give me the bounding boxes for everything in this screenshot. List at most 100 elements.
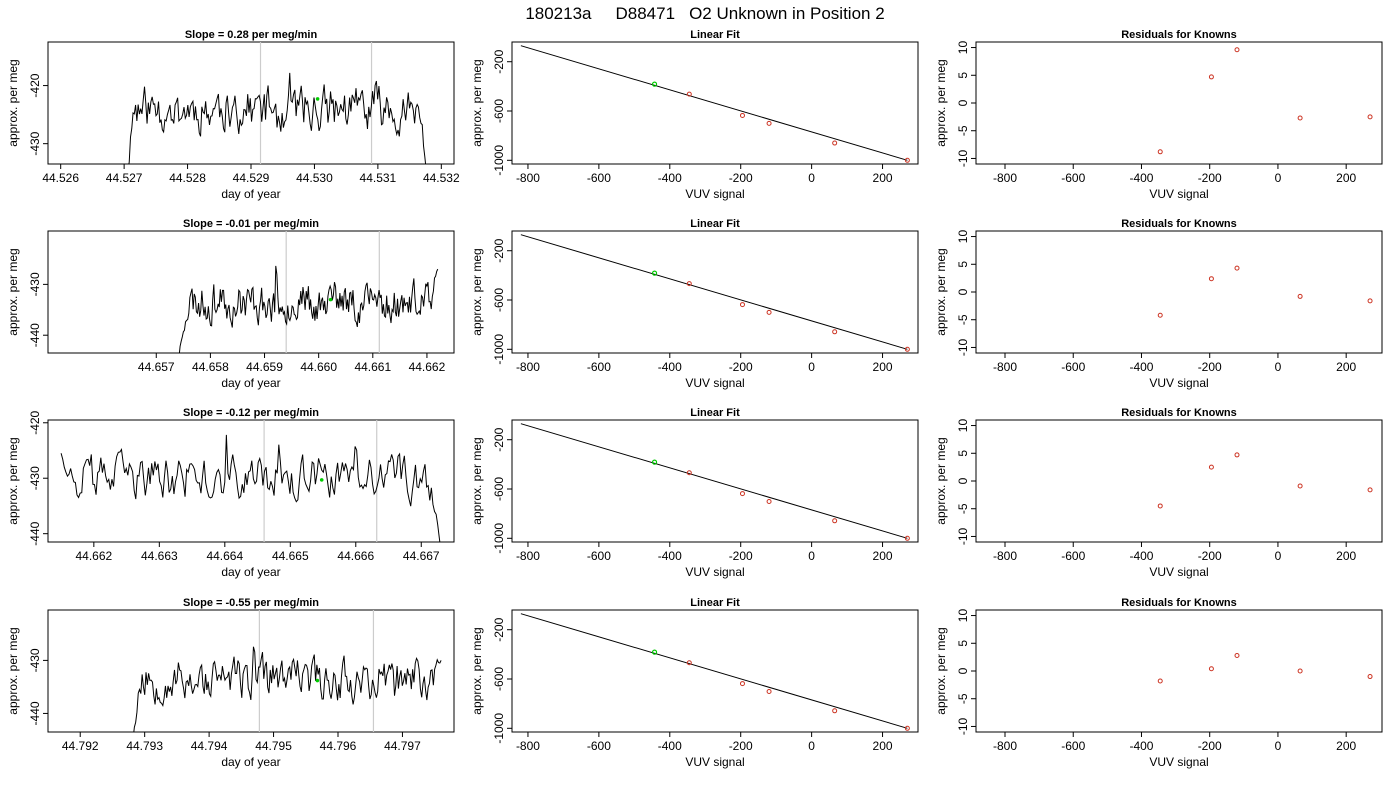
x-tick-label: -800 — [993, 549, 1017, 563]
known-point — [1157, 503, 1163, 509]
plot-area — [1157, 47, 1373, 155]
x-tick-label: -400 — [658, 171, 682, 185]
plot-area — [1157, 652, 1373, 684]
panel-title: Slope = -0.01 per meg/min — [183, 218, 319, 230]
panel-title: Residuals for Knowns — [1121, 407, 1237, 419]
unknown-point — [651, 81, 658, 87]
x-tick-label: -200 — [1198, 549, 1222, 563]
x-tick-label: -800 — [993, 360, 1017, 374]
plot-frame — [975, 41, 1383, 165]
y-tick-label: -1000 — [492, 713, 506, 744]
x-tick-label: 44.663 — [141, 549, 178, 563]
y-tick-label: -440 — [28, 521, 42, 545]
y-tick-label: -600 — [492, 288, 506, 312]
x-tick-label: -400 — [658, 549, 682, 563]
x-axis-label: VUV signal — [685, 755, 744, 769]
panel-title: Residuals for Knowns — [1121, 218, 1237, 230]
x-axis-label: VUV signal — [1149, 755, 1208, 769]
plot-frame — [975, 609, 1383, 733]
x-axis-label: day of year — [221, 376, 280, 390]
known-point — [904, 346, 910, 352]
known-point — [832, 140, 838, 146]
y-axis-label: approx. per meg — [934, 627, 948, 714]
x-tick-label: 44.659 — [246, 360, 283, 374]
x-tick-label: 44.660 — [300, 360, 337, 374]
x-tick-label: 200 — [873, 171, 893, 185]
panel-grid: Slope = 0.28 per meg/min 44.526 44.527 44.5… — [6, 29, 1383, 769]
x-tick-label: -800 — [516, 739, 540, 753]
x-tick-label: 44.657 — [138, 360, 175, 374]
x-tick-label: 200 — [873, 739, 893, 753]
y-tick-label: -5 — [956, 693, 970, 704]
fit-line — [520, 45, 908, 161]
green-marker — [328, 297, 333, 302]
y-axis-label: approx. per meg — [470, 248, 484, 335]
panel-4-2: Linear Fit -800 -600 -400 -200 0 200 -200 -600 -1… — [470, 597, 919, 769]
plot-area — [520, 613, 910, 731]
x-axis-label: VUV signal — [685, 565, 744, 579]
y-tick-label: 10 — [956, 419, 970, 433]
panel-1-3: Residuals for Knowns -800 -600 -400 -200 0 200… — [934, 29, 1383, 201]
panel-2-1: Slope = -0.01 per meg/min 44.657 44.658 44.… — [6, 218, 455, 390]
known-point — [1367, 298, 1373, 304]
y-tick-label: -10 — [956, 527, 970, 545]
known-point — [1234, 652, 1240, 658]
x-tick-label: 44.795 — [255, 739, 292, 753]
y-axis-label: approx. per meg — [470, 627, 484, 714]
x-tick-label: -600 — [587, 739, 611, 753]
x-tick-label: -400 — [1129, 360, 1153, 374]
y-tick-label: -430 — [28, 272, 42, 296]
known-point — [1234, 47, 1240, 53]
unknown-point — [651, 270, 658, 276]
y-tick-label: -1000 — [492, 523, 506, 554]
x-tick-label: 44.664 — [206, 549, 243, 563]
y-tick-label: 0 — [956, 667, 970, 674]
y-tick-label: -10 — [956, 149, 970, 167]
y-tick-label: -430 — [28, 131, 42, 155]
plot-area — [1157, 265, 1373, 318]
panel-title: Residuals for Knowns — [1121, 29, 1237, 41]
known-point — [686, 660, 692, 666]
x-tick-label: 44.665 — [272, 549, 309, 563]
x-tick-label: -600 — [1061, 171, 1085, 185]
y-tick-label: -430 — [28, 648, 42, 672]
x-tick-label: 44.666 — [337, 549, 374, 563]
panel-title: Residuals for Knowns — [1121, 597, 1237, 609]
x-tick-label: 44.796 — [320, 739, 357, 753]
known-point — [686, 281, 692, 287]
plot-area — [520, 45, 910, 163]
y-tick-label: 0 — [956, 477, 970, 484]
y-tick-label: -440 — [28, 323, 42, 347]
y-tick-label: -5 — [956, 314, 970, 325]
x-tick-label: -400 — [658, 739, 682, 753]
green-marker — [319, 478, 324, 482]
y-tick-label: 10 — [956, 41, 970, 55]
x-tick-label: -400 — [1129, 739, 1153, 753]
panel-3-2: Linear Fit -800 -600 -400 -200 0 200 -200 -600 -1… — [470, 407, 919, 579]
panel-2-3: Residuals for Knowns -800 -600 -400 -200 0 200… — [934, 218, 1383, 390]
known-point — [1367, 487, 1373, 493]
y-axis-label: approx. per meg — [934, 437, 948, 524]
x-tick-label: 44.528 — [169, 171, 206, 185]
y-tick-label: -600 — [492, 99, 506, 123]
fit-line — [520, 423, 908, 539]
x-tick-label: -600 — [1061, 549, 1085, 563]
y-axis-label: approx. per meg — [6, 248, 20, 335]
plot-area — [60, 420, 441, 542]
plot-frame — [511, 41, 919, 165]
plot-frame — [511, 609, 919, 733]
x-tick-label: 0 — [808, 549, 815, 563]
panel-1-2: Linear Fit -800 -600 -400 -200 0 200 -200 -600 -1… — [470, 29, 919, 201]
y-tick-label: -430 — [28, 466, 42, 490]
known-point — [1297, 293, 1303, 299]
x-tick-label: -400 — [1129, 171, 1153, 185]
known-point — [766, 120, 772, 126]
y-tick-label: 5 — [956, 261, 970, 268]
y-tick-label: -600 — [492, 477, 506, 501]
green-marker — [315, 97, 320, 101]
x-tick-label: 44.662 — [409, 360, 446, 374]
known-point — [686, 470, 692, 476]
x-tick-label: -400 — [1129, 549, 1153, 563]
x-tick-label: 44.658 — [192, 360, 229, 374]
known-point — [1157, 678, 1163, 684]
